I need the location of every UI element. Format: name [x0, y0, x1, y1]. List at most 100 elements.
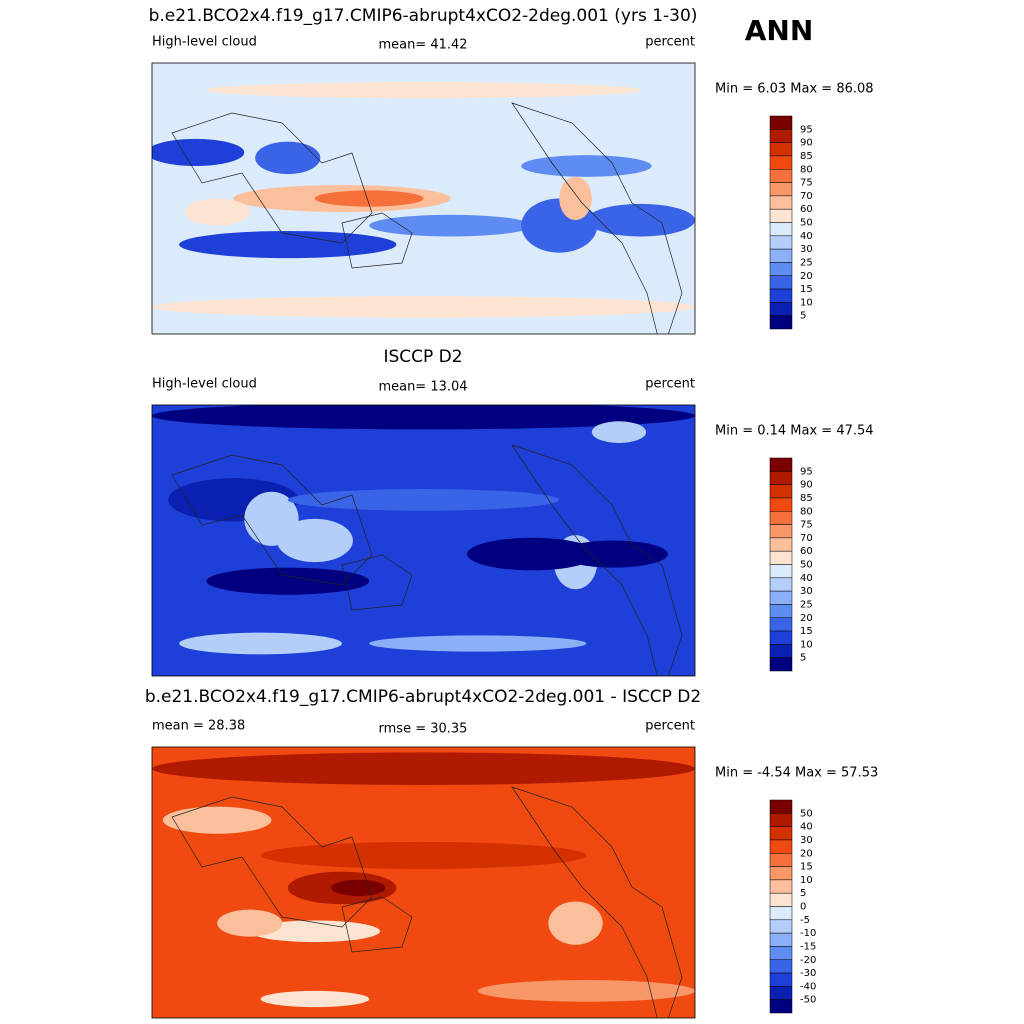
colorbar-box — [769, 959, 793, 974]
colorbar-label: 15 — [800, 862, 813, 873]
contour-region — [206, 81, 641, 99]
colorbar-label: -30 — [800, 968, 816, 979]
colorbar-box — [769, 511, 793, 525]
colorbar-label: 20 — [800, 613, 813, 624]
colorbar-label: 40 — [800, 573, 813, 584]
center-label: mean= 13.04 — [378, 380, 467, 395]
colorbar-label: 50 — [800, 808, 813, 819]
colorbar-box — [769, 457, 793, 472]
season-label: ANN — [745, 14, 814, 47]
colorbar-box — [769, 892, 793, 907]
colorbar-box — [769, 617, 793, 632]
colorbar-label: -50 — [800, 995, 816, 1006]
contour-region — [369, 214, 533, 237]
contour-region — [152, 752, 695, 785]
colorbar-label: 60 — [800, 204, 813, 215]
contour-region — [591, 421, 647, 443]
colorbar-box — [769, 235, 793, 250]
colorbar-box — [769, 630, 793, 645]
map-frame — [151, 404, 696, 677]
colorbar-box — [769, 604, 793, 618]
colorbar-box — [769, 826, 793, 841]
colorbar-box — [769, 195, 793, 210]
contour-region — [152, 138, 245, 166]
colorbar-box — [769, 919, 793, 934]
contour-region — [586, 203, 695, 237]
colorbar-box — [769, 484, 793, 499]
colorbar-label: 20 — [800, 848, 813, 859]
colorbar-label: 30 — [800, 835, 813, 846]
right-label: percent — [645, 35, 695, 50]
colorbar-box — [769, 986, 793, 1000]
colorbar-box — [769, 550, 793, 565]
contour-region — [179, 231, 397, 259]
map — [152, 63, 695, 334]
colorbar-label: 75 — [800, 178, 813, 189]
colorbar-box — [769, 155, 793, 170]
contour-region — [255, 141, 321, 175]
colorbar-box — [769, 315, 793, 330]
contour-region — [206, 567, 370, 595]
colorbar-box — [769, 169, 793, 183]
panel-title: b.e21.BCO2x4.f19_g17.CMIP6-abrupt4xCO2-2… — [149, 6, 698, 26]
contour-region — [559, 176, 592, 221]
colorbar-label: 70 — [800, 191, 813, 202]
colorbar-box — [769, 839, 793, 854]
colorbar-label: 50 — [800, 560, 813, 571]
contour-region — [287, 489, 560, 511]
colorbar-box — [769, 644, 793, 658]
contour-region — [521, 155, 652, 177]
colorbar-label: 5 — [800, 888, 806, 899]
colorbar-box — [769, 182, 793, 197]
colorbar-box — [769, 275, 793, 290]
colorbar-box — [769, 262, 793, 276]
colorbar-label: 50 — [800, 218, 813, 229]
colorbar-label: 20 — [800, 271, 813, 282]
colorbar-box — [769, 946, 793, 960]
contour-region — [179, 632, 343, 655]
colorbar-box — [769, 866, 793, 881]
colorbar-box — [769, 115, 793, 130]
colorbar-label: 85 — [800, 493, 813, 504]
contour-region — [559, 540, 668, 568]
right-label: percent — [645, 719, 695, 734]
map — [152, 747, 695, 1018]
panel-title: b.e21.BCO2x4.f19_g17.CMIP6-abrupt4xCO2-2… — [145, 687, 701, 707]
colorbar-box — [769, 537, 793, 552]
contour-region — [276, 518, 353, 563]
colorbar-box — [769, 577, 793, 592]
contour-region — [260, 841, 587, 869]
contour-region — [331, 879, 386, 897]
contour-region — [477, 980, 695, 1002]
colorbar-label: 5 — [800, 653, 806, 664]
contour-region — [162, 806, 272, 834]
min-max: Min = -4.54 Max = 57.53 — [715, 766, 878, 781]
colorbar-box — [769, 208, 793, 223]
colorbar-label: -5 — [800, 915, 810, 926]
left-label: High-level cloud — [152, 377, 257, 392]
colorbar-box — [769, 524, 793, 539]
colorbar-box — [769, 657, 793, 672]
min-max: Min = 0.14 Max = 47.54 — [715, 424, 874, 439]
colorbar-label: -15 — [800, 941, 816, 952]
colorbar-label: 25 — [800, 599, 813, 610]
min-max: Min = 6.03 Max = 86.08 — [715, 82, 874, 97]
colorbar-label: 95 — [800, 124, 813, 135]
contour-region — [314, 190, 424, 207]
colorbar-label: -10 — [800, 928, 816, 939]
map-base — [152, 405, 695, 676]
colorbar-label: 40 — [800, 822, 813, 833]
colorbar-label: 80 — [800, 506, 813, 517]
colorbar-label: 0 — [800, 902, 806, 913]
colorbar-label: 80 — [800, 164, 813, 175]
colorbar-box — [769, 302, 793, 316]
center-label: rmse = 30.35 — [379, 722, 468, 737]
contour-region — [217, 909, 283, 937]
contour-region — [548, 901, 603, 945]
coastline — [171, 444, 683, 676]
colorbar-box — [769, 906, 793, 921]
colorbar-box — [769, 497, 793, 512]
colorbar-box — [769, 972, 793, 987]
colorbar-label: 90 — [800, 138, 813, 149]
